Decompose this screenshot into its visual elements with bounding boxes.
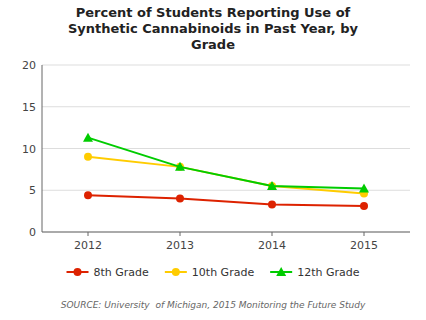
y-tick-label: 15	[22, 101, 36, 114]
x-tick	[88, 232, 89, 236]
point	[268, 200, 276, 208]
grid-line	[42, 106, 410, 107]
legend-item: 8th Grade	[67, 266, 150, 279]
annotation: SOURCE: University of Michigan, 2015 Mon…	[61, 300, 366, 310]
point	[359, 184, 369, 193]
chart: Percent of Students Reporting Use ofSynt…	[0, 0, 426, 320]
series-line	[88, 138, 364, 189]
y-tick-label: 10	[22, 143, 36, 156]
y-axis-line	[42, 65, 43, 232]
chart-container: Percent of Students Reporting Use ofSynt…	[0, 0, 426, 320]
background	[0, 0, 426, 320]
grid	[42, 65, 410, 232]
grid-line	[42, 190, 410, 191]
data-group	[83, 133, 369, 210]
grid-line	[42, 232, 410, 233]
x-tick	[180, 232, 181, 236]
point	[83, 133, 93, 142]
x-tick-label: 2015	[350, 239, 378, 252]
point	[84, 191, 92, 199]
legend-swatch-marker	[74, 268, 82, 276]
legend-item: 10th Grade	[165, 266, 255, 279]
point	[84, 153, 92, 161]
series-line	[88, 195, 364, 206]
point	[175, 162, 185, 171]
title-line: Synthetic Cannabinoids in Past Year, by	[68, 21, 359, 36]
point	[176, 195, 184, 203]
legend-item: 12th Grade	[270, 266, 360, 279]
x-tick	[364, 232, 365, 236]
x-tick-label: 2013	[166, 239, 194, 252]
legend: 8th Grade 10th Grade 12th Grade	[67, 266, 360, 279]
point	[267, 181, 277, 190]
y-tick-label: 20	[22, 59, 36, 72]
grid-line	[42, 148, 410, 149]
y-tick-label: 0	[29, 226, 36, 239]
point	[360, 202, 368, 210]
legend-swatch-marker	[276, 267, 286, 276]
title-line: Percent of Students Reporting Use of	[76, 5, 351, 20]
legend-swatch-marker	[172, 268, 180, 276]
x-axis-line	[42, 232, 410, 233]
x-tick	[272, 232, 273, 236]
legend-label: 12th Grade	[297, 266, 360, 279]
legend-label: 8th Grade	[94, 266, 150, 279]
legend-label: 10th Grade	[192, 266, 255, 279]
title: Percent of Students Reporting Use ofSynt…	[68, 5, 359, 52]
grid-line	[42, 65, 410, 66]
x-tick-label: 2014	[258, 239, 286, 252]
title-line: Grade	[191, 37, 235, 52]
y-tick-label: 5	[29, 184, 36, 197]
x-tick-label: 2012	[74, 239, 102, 252]
